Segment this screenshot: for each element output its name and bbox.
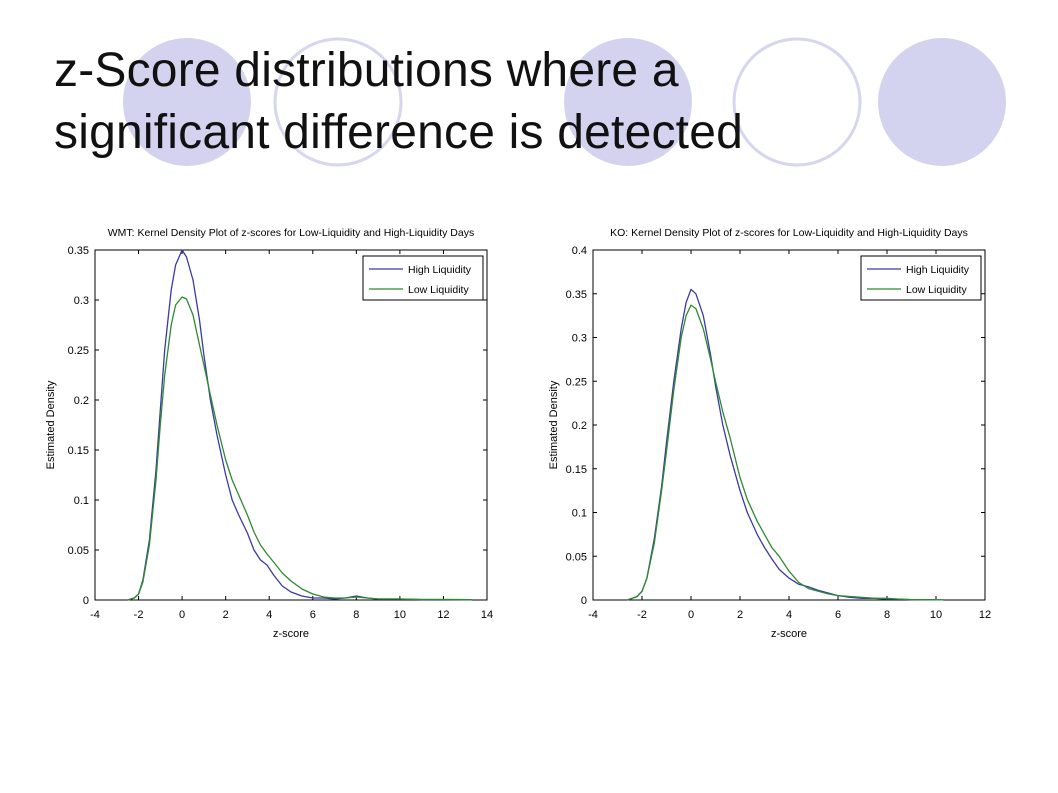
x-tick-label: 4 — [266, 609, 272, 621]
plot-area-frame — [94, 249, 488, 601]
y-tick-label: 0.2 — [572, 420, 587, 432]
y-tick-label: 0 — [83, 595, 89, 607]
legend-label: High Liquidity — [408, 264, 472, 276]
decor-circle-outline — [732, 37, 862, 167]
series-line-high-liquidity — [627, 288, 944, 601]
x-tick-label: 0 — [179, 609, 185, 621]
slide-title-line-2: significant difference is detected — [54, 106, 743, 159]
y-tick-label: 0.15 — [68, 445, 89, 457]
chart-title: WMT: Kernel Density Plot of z-scores for… — [108, 227, 474, 239]
x-tick-label: 4 — [786, 609, 792, 621]
x-tick-label: 10 — [394, 609, 406, 621]
decor-circle-filled — [564, 38, 692, 166]
legend-box — [362, 255, 484, 301]
chart-title: KO: Kernel Density Plot of z-scores for … — [610, 227, 968, 239]
slide-title-line-1: z-Score distributions where a — [54, 44, 679, 97]
x-tick-label: 0 — [688, 609, 694, 621]
y-tick-label: 0.25 — [68, 345, 89, 357]
y-tick-label: 0.3 — [572, 333, 587, 345]
plot-area-frame — [592, 249, 986, 601]
y-tick-label: 0.4 — [572, 245, 587, 257]
legend-box — [860, 255, 982, 301]
y-tick-label: 0.05 — [566, 551, 587, 563]
decor-circle-filled — [878, 38, 1006, 166]
wmt-density-chart: WMT: Kernel Density Plot of z-scores for… — [45, 227, 493, 640]
x-tick-label: 6 — [310, 609, 316, 621]
series-line-low-liquidity — [127, 296, 472, 601]
y-tick-label: 0.1 — [572, 508, 587, 520]
y-tick-label: 0.35 — [68, 245, 89, 257]
x-tick-label: 6 — [835, 609, 841, 621]
x-tick-label: 12 — [979, 609, 991, 621]
series-line-high-liquidity — [127, 249, 472, 601]
x-tick-label: 8 — [353, 609, 359, 621]
y-tick-label: 0.25 — [566, 376, 587, 388]
y-tick-label: 0.35 — [566, 289, 587, 301]
series-line-low-liquidity — [627, 304, 944, 601]
decorative-circles — [123, 37, 1006, 167]
legend-label: Low Liquidity — [906, 284, 967, 296]
decor-circle-outline — [273, 37, 403, 167]
y-tick-label: 0.1 — [74, 495, 89, 507]
x-tick-label: 12 — [437, 609, 449, 621]
y-tick-label: 0.2 — [74, 395, 89, 407]
legend-label: Low Liquidity — [408, 284, 469, 296]
x-tick-label: -4 — [588, 609, 598, 621]
x-tick-label: 14 — [481, 609, 493, 621]
x-tick-label: 2 — [737, 609, 743, 621]
y-tick-label: 0.05 — [68, 545, 89, 557]
ko-density-chart: KO: Kernel Density Plot of z-scores for … — [548, 227, 991, 640]
x-tick-label: -2 — [637, 609, 647, 621]
x-axis-label: z-score — [771, 628, 807, 640]
legend-label: High Liquidity — [906, 264, 970, 276]
x-tick-label: 8 — [884, 609, 890, 621]
y-tick-label: 0.3 — [74, 295, 89, 307]
x-tick-label: -2 — [134, 609, 144, 621]
x-tick-label: 10 — [930, 609, 942, 621]
y-tick-label: 0 — [581, 595, 587, 607]
x-axis-label: z-score — [273, 628, 309, 640]
y-tick-label: 0.15 — [566, 464, 587, 476]
x-tick-label: 2 — [223, 609, 229, 621]
slide-title: z-Score distributions where a significan… — [54, 40, 994, 164]
y-axis-label: Estimated Density — [548, 380, 560, 469]
decor-circle-filled — [123, 38, 251, 166]
y-axis-label: Estimated Density — [45, 380, 57, 469]
x-tick-label: -4 — [90, 609, 100, 621]
